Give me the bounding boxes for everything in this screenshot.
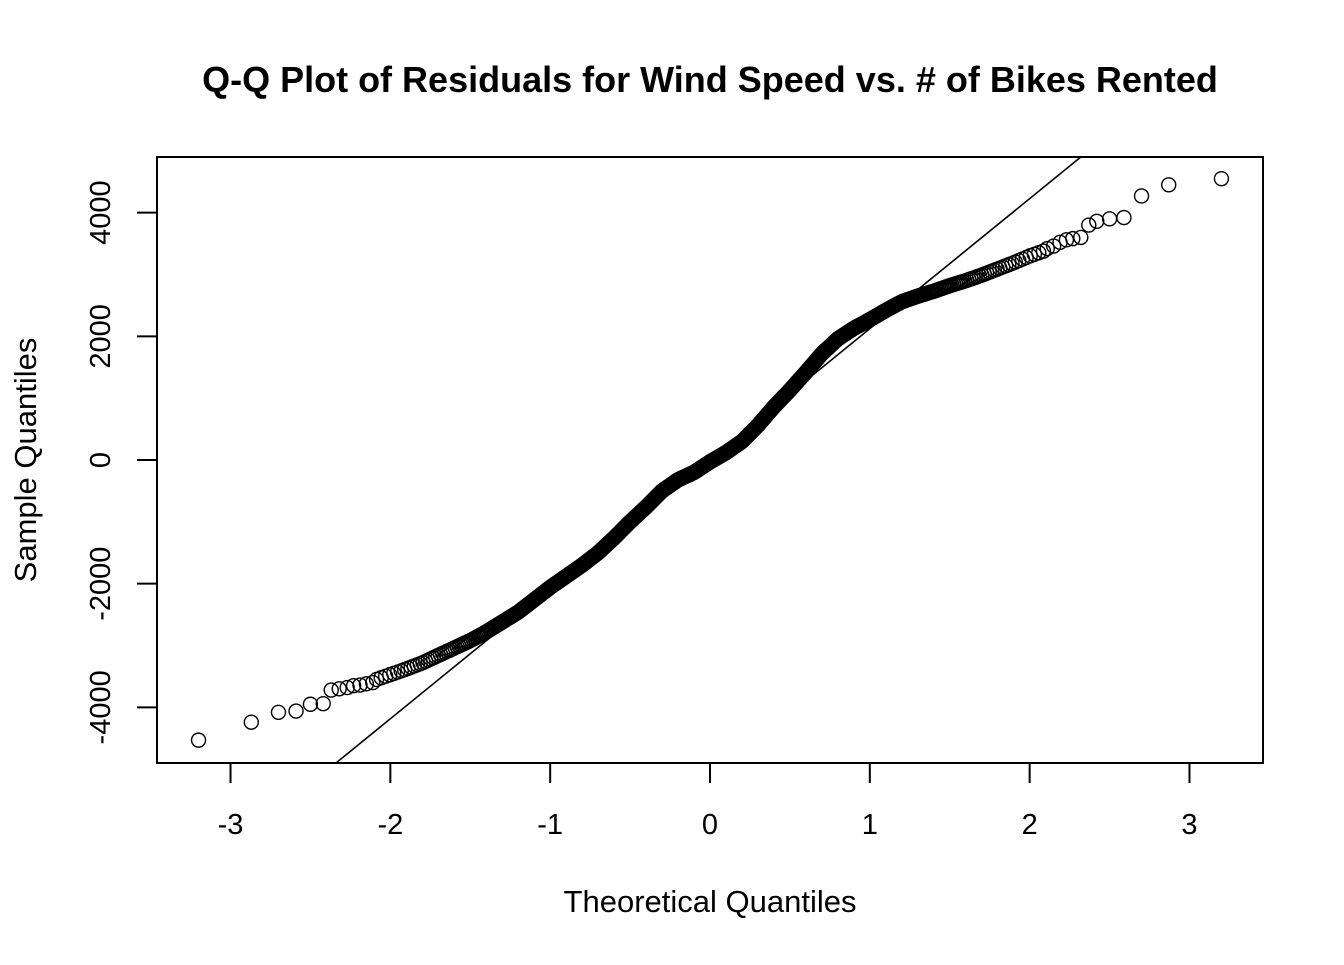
qq-point bbox=[339, 679, 355, 696]
qq-point bbox=[1065, 230, 1081, 247]
qq-point bbox=[1213, 170, 1230, 187]
points-layer bbox=[190, 170, 1230, 748]
qq-point bbox=[1089, 213, 1105, 230]
qq-point bbox=[315, 695, 331, 712]
qq-point bbox=[1116, 209, 1132, 226]
qq-point bbox=[1081, 217, 1097, 233]
qq-point bbox=[331, 681, 347, 697]
y-tick-label: -2000 bbox=[85, 547, 117, 621]
x-tick-label: -1 bbox=[537, 809, 563, 841]
qq-point bbox=[345, 678, 362, 694]
qq-point bbox=[1160, 177, 1177, 193]
qq-point bbox=[1073, 229, 1089, 246]
x-tick-label: 3 bbox=[1181, 809, 1197, 841]
qq-point bbox=[302, 696, 319, 712]
qq-point bbox=[352, 677, 368, 693]
qq-point bbox=[288, 703, 304, 719]
x-axis-label: Theoretical Quantiles bbox=[564, 884, 857, 919]
qq-point bbox=[1133, 188, 1150, 204]
y-axis-label: Sample Quantiles bbox=[8, 338, 43, 583]
qq-point bbox=[190, 732, 207, 748]
x-tick-label: 0 bbox=[702, 809, 718, 841]
qq-point bbox=[270, 704, 287, 720]
qq-point bbox=[1101, 211, 1118, 227]
y-tick-label: -4000 bbox=[85, 670, 117, 744]
qq-point bbox=[243, 714, 260, 730]
x-tick-label: 2 bbox=[1022, 809, 1038, 841]
x-axis: -3 -2 -1 0 1 2 3 bbox=[218, 762, 1198, 841]
y-axis: -4000 -2000 0 2000 4000 bbox=[85, 180, 158, 744]
qq-point bbox=[323, 682, 339, 698]
x-tick-label: 1 bbox=[862, 809, 878, 841]
qq-point bbox=[358, 676, 375, 692]
qq-point bbox=[1035, 243, 1052, 259]
qq-point bbox=[365, 674, 381, 691]
chart-title: Q-Q Plot of Residuals for Wind Speed vs.… bbox=[202, 59, 1218, 100]
qq-point bbox=[1058, 232, 1075, 248]
qq-point bbox=[1039, 240, 1055, 257]
y-tick-label: 0 bbox=[85, 452, 117, 468]
x-tick-label: -3 bbox=[218, 809, 244, 841]
y-tick-label: 4000 bbox=[85, 180, 117, 245]
y-tick-label: 2000 bbox=[85, 304, 117, 369]
x-tick-label: -2 bbox=[377, 809, 403, 841]
